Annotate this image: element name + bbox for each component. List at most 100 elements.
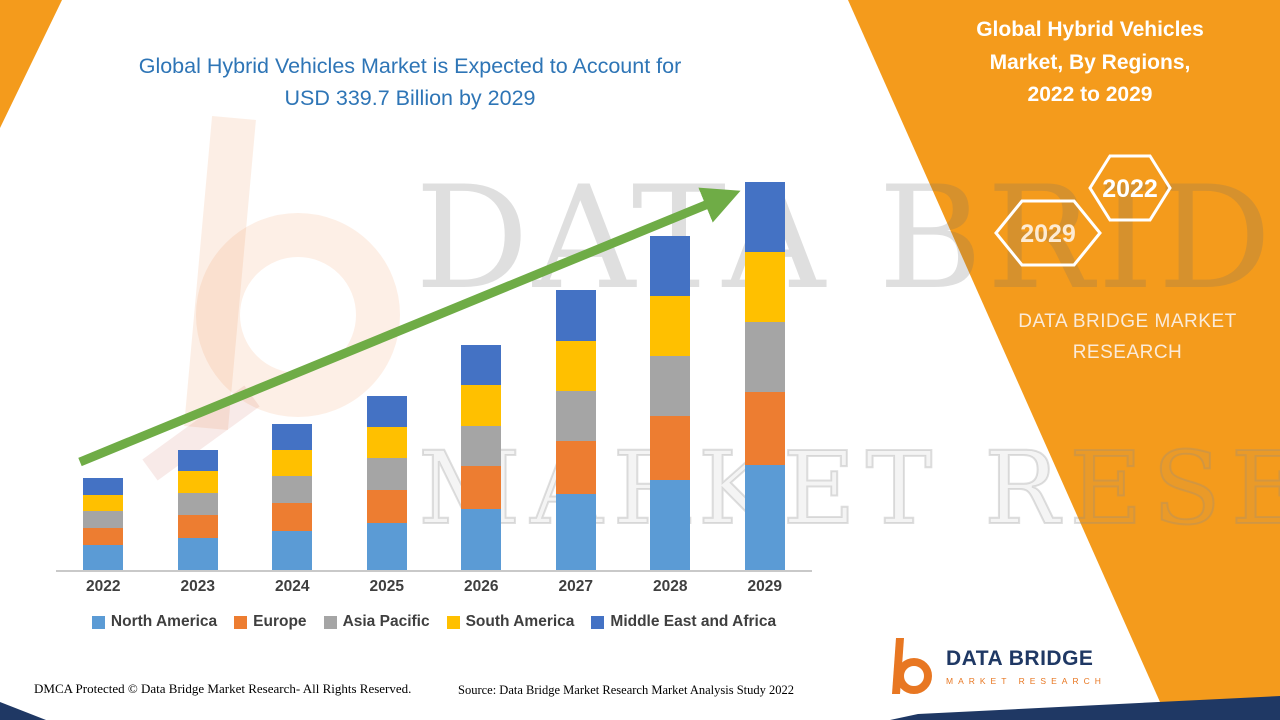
segment-north-america-2027: [555, 494, 596, 570]
bar-column-2022: [56, 150, 151, 570]
segment-europe-2026: [461, 466, 502, 510]
legend-item-europe: Europe: [234, 613, 307, 631]
segment-asia-pacific-2026: [461, 425, 502, 467]
x-axis-label-2026: 2026: [464, 578, 499, 595]
legend-swatch-europe: [234, 615, 248, 629]
x-axis-label-2029: 2029: [747, 578, 782, 595]
stacked-bar-2028: [650, 236, 691, 570]
bar-column-2027: [529, 150, 624, 570]
x-axis-labels: 2022 2023 2024 2025 2026 2027 2028 2029: [56, 578, 812, 596]
legend-label-europe: Europe: [253, 613, 307, 630]
page-title-line1: Global Hybrid Vehicles Market is Expecte…: [138, 54, 682, 78]
segment-south-america-2026: [461, 385, 502, 426]
legend-label-south-america: South America: [465, 613, 575, 630]
segment-south-america-2027: [555, 340, 596, 391]
x-axis-label-2024: 2024: [275, 578, 310, 595]
bar-column-2023: [151, 150, 246, 570]
stacked-bar-2029: [744, 182, 785, 570]
segment-north-america-2022: [83, 545, 124, 570]
stacked-bar-2023: [177, 449, 218, 570]
bar-column-2026: [434, 150, 529, 570]
segment-europe-2023: [177, 514, 218, 538]
legend-swatch-north-america: [91, 615, 105, 629]
stacked-bar-2027: [555, 290, 596, 570]
legend-label-asia-pacific: Asia Pacific: [342, 613, 430, 630]
page-title-line2: USD 339.7 Billion by 2029: [284, 86, 536, 111]
x-axis-label-2027: 2027: [558, 578, 593, 595]
source-note: Source: Data Bridge Market Research Mark…: [458, 683, 795, 697]
segment-middle-east-and-africa-2029: [744, 182, 785, 253]
side-panel-title-line2: Market, By Regions,: [989, 50, 1191, 74]
segment-south-america-2024: [272, 449, 313, 477]
segment-middle-east-and-africa-2023: [177, 449, 218, 472]
segment-middle-east-and-africa-2024: [272, 423, 313, 450]
stacked-bar-2025: [366, 395, 407, 570]
corner-triangle-top-left: [0, 0, 62, 128]
stacked-bar-2026: [461, 344, 502, 570]
bar-column-2029: [718, 150, 813, 570]
legend-item-middle-east-and-africa: Middle East and Africa: [591, 613, 776, 631]
segment-middle-east-and-africa-2028: [650, 236, 691, 297]
legend-swatch-asia-pacific: [323, 615, 337, 629]
segment-south-america-2025: [366, 427, 407, 459]
logo-text-block: DATA BRIDGE MARKET RESEARCH: [946, 647, 1106, 686]
databridge-logo: DATA BRIDGE MARKET RESEARCH: [884, 634, 1106, 698]
side-panel-title: Global Hybrid Vehicles Market, By Region…: [938, 14, 1242, 112]
bar-column-2028: [623, 150, 718, 570]
stacked-bar-2022: [83, 478, 124, 570]
segment-asia-pacific-2029: [744, 322, 785, 392]
segment-asia-pacific-2028: [650, 356, 691, 417]
corner-triangle-bottom-left: [0, 702, 46, 720]
segment-europe-2027: [555, 441, 596, 495]
segment-asia-pacific-2023: [177, 493, 218, 515]
segment-north-america-2023: [177, 537, 218, 570]
segment-asia-pacific-2027: [555, 390, 596, 442]
x-axis-label-2023: 2023: [180, 578, 215, 595]
segment-asia-pacific-2024: [272, 476, 313, 503]
chart-legend: North America Europe Asia Pacific South Ame…: [40, 613, 828, 631]
logo-icon-ring: [896, 658, 932, 694]
bar-column-2024: [245, 150, 340, 570]
segment-north-america-2029: [744, 465, 785, 570]
segment-north-america-2024: [272, 530, 313, 570]
legend-label-north-america: North America: [110, 613, 218, 630]
segment-middle-east-and-africa-2026: [461, 344, 502, 386]
side-panel-title-line1: Global Hybrid Vehicles: [976, 18, 1204, 41]
x-axis-label-2025: 2025: [369, 578, 404, 595]
segment-south-america-2023: [177, 471, 218, 494]
segment-north-america-2028: [650, 479, 691, 570]
segment-europe-2029: [744, 391, 785, 466]
segment-asia-pacific-2025: [366, 458, 407, 490]
segment-middle-east-and-africa-2027: [555, 290, 596, 341]
x-axis-label-2022: 2022: [86, 578, 121, 595]
segment-south-america-2022: [83, 494, 124, 512]
x-axis-label-2028: 2028: [653, 578, 688, 595]
segment-north-america-2026: [461, 509, 502, 570]
legend-item-asia-pacific: Asia Pacific: [323, 613, 430, 631]
segment-europe-2028: [650, 416, 691, 480]
segment-middle-east-and-africa-2025: [366, 395, 407, 428]
legend-swatch-middle-east-and-africa: [591, 615, 605, 629]
side-panel-title-line3: 2022 to 2029: [1027, 83, 1153, 107]
side-panel-brand-line2: RESEARCH: [1072, 342, 1183, 364]
segment-asia-pacific-2022: [83, 511, 124, 528]
segment-europe-2024: [272, 502, 313, 531]
page-title: Global Hybrid Vehicles Market is Expecte…: [72, 50, 748, 115]
side-panel-brand: DATA BRIDGE MARKET RESEARCH: [985, 306, 1270, 369]
side-panel-brand-line1: DATA BRIDGE MARKET: [1018, 311, 1237, 332]
legend-item-north-america: North America: [91, 613, 218, 631]
logo-subtitle: MARKET RESEARCH: [946, 675, 1106, 686]
dmca-notice: DMCA Protected © Data Bridge Market Rese…: [34, 681, 412, 696]
navy-bottom-strip: [890, 696, 1280, 720]
logo-title: DATA BRIDGE: [946, 646, 1094, 670]
databridge-logo-icon: [892, 638, 932, 694]
segment-europe-2025: [366, 489, 407, 523]
segment-south-america-2028: [650, 296, 691, 357]
legend-item-south-america: South America: [446, 613, 575, 631]
legend-label-middle-east-and-africa: Middle East and Africa: [610, 613, 777, 630]
segment-middle-east-and-africa-2022: [83, 478, 124, 495]
bar-column-2025: [340, 150, 435, 570]
segment-europe-2022: [83, 527, 124, 546]
segment-south-america-2029: [744, 252, 785, 323]
